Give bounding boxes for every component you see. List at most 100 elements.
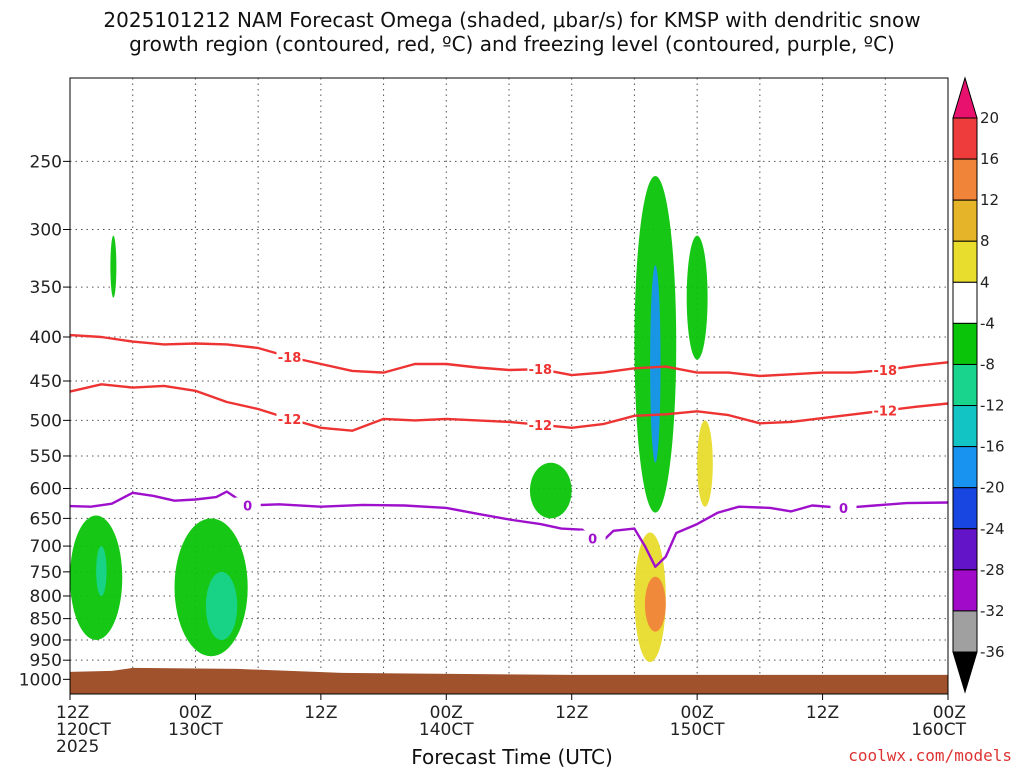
contour-label: 0	[588, 533, 597, 548]
y-tick-label: 300	[30, 220, 62, 240]
y-tick-label: 550	[30, 447, 62, 467]
x-tick-label: 130CT	[168, 720, 223, 740]
colorbar-tick-label: 4	[980, 273, 990, 291]
colorbar: 20 16 12 8 4 -4 -8 -12 -16 -20 -24 -28 -32 -36	[952, 76, 1005, 694]
contour-line	[69, 383, 949, 432]
colorbar-band	[952, 117, 978, 160]
x-tick-label: 00Z	[179, 703, 212, 723]
y-tick-label: 1000	[19, 670, 62, 690]
x-axis-label: Forecast Time (UTC)	[411, 745, 613, 769]
x-tick-label: 12Z	[555, 703, 588, 723]
colorbar-bottom-arrow	[952, 651, 978, 694]
colorbar-band	[952, 240, 978, 283]
y-tick-label: 750	[30, 563, 62, 583]
colorbar-band	[952, 158, 978, 201]
contour-label: -18	[278, 351, 302, 366]
colorbar-band	[952, 363, 978, 407]
colorbar-band	[952, 281, 978, 324]
contour-label-bg	[872, 402, 899, 418]
contour-label: -18	[529, 363, 553, 378]
contour-label: -12	[529, 419, 553, 434]
colorbar-tick-label: -4	[980, 314, 995, 332]
colorbar-band	[952, 610, 978, 653]
contour-label-bg	[579, 530, 606, 546]
contour-label-bg	[527, 416, 554, 432]
x-tick-label: 150CT	[670, 720, 725, 740]
colorbar-tick-label: -8	[980, 355, 995, 373]
x-tick-label: 12Z	[806, 703, 839, 723]
y-tick-label: 450	[30, 372, 62, 392]
contour-label-bg	[276, 348, 303, 364]
y-tick-label: 350	[30, 278, 62, 298]
y-tick-label: 800	[30, 587, 62, 607]
colorbar-top-arrow	[952, 76, 978, 119]
contour-label: -18	[874, 364, 898, 379]
omega-region	[644, 576, 666, 632]
omega-region	[96, 546, 107, 596]
colorbar-band	[952, 322, 978, 365]
colorbar-band	[952, 405, 978, 448]
omega-region	[70, 515, 123, 640]
colorbar-tick-label: 8	[980, 232, 990, 250]
contour-label-bg	[527, 361, 554, 377]
omega-region	[529, 462, 572, 519]
y-tick-label: 700	[30, 537, 62, 557]
colorbar-band	[952, 569, 978, 612]
omega-region	[110, 235, 117, 298]
chart-title-line2: growth region (contoured, red, ºC) and f…	[129, 32, 895, 56]
contour-label: 0	[243, 500, 252, 515]
x-tick-label: 140CT	[419, 720, 474, 740]
colorbar-band	[952, 528, 978, 571]
omega-region	[697, 420, 713, 507]
chart-title-line1: 2025101212 NAM Forecast Omega (shaded, μ…	[103, 8, 921, 32]
contour-line	[69, 490, 949, 568]
y-tick-label: 600	[30, 479, 62, 499]
x-tick-label: 00Z	[933, 703, 966, 723]
omega-region	[205, 571, 238, 640]
colorbar-tick-label: -12	[980, 397, 1005, 415]
colorbar-tick-label: -36	[980, 643, 1005, 661]
contour-label: -12	[278, 413, 302, 428]
credit-link[interactable]: coolwx.com/models	[848, 746, 1012, 765]
contour-label-bg	[872, 362, 899, 378]
contour-line	[69, 333, 949, 378]
colorbar-tick-label: 20	[980, 109, 999, 127]
y-tick-label: 900	[30, 631, 62, 651]
colorbar-tick-label: -16	[980, 438, 1005, 456]
y-tick-label: 500	[30, 411, 62, 431]
contours: -18 -18 -18 -12 -12 -12 0 0 0	[69, 333, 949, 568]
contour-label: -12	[874, 405, 898, 420]
y-tick-label: 850	[30, 610, 62, 630]
x-tick-label: 120CT	[56, 720, 111, 740]
plot-frame	[69, 77, 949, 695]
y-tick-label: 650	[30, 509, 62, 529]
contour-label-bg	[276, 410, 303, 426]
contour-label-bg	[234, 497, 261, 513]
terrain	[70, 667, 948, 694]
colorbar-tick-label: -24	[980, 520, 1005, 538]
contour-label-bg	[830, 499, 857, 515]
colorbar-tick-label: 16	[980, 150, 999, 168]
omega-shading	[70, 176, 713, 663]
x-tick-label: 2025	[56, 737, 99, 757]
colorbar-tick-label: -28	[980, 561, 1005, 579]
colorbar-tick-label: -20	[980, 479, 1005, 497]
colorbar-band	[952, 487, 978, 530]
ground-fill	[70, 667, 948, 694]
y-tick-label: 400	[30, 328, 62, 348]
x-tick-label: 12Z	[56, 703, 89, 723]
omega-region	[650, 265, 661, 463]
colorbar-tick-label: -32	[980, 602, 1005, 620]
y-tick-label: 250	[30, 152, 62, 172]
colorbar-band	[952, 446, 978, 489]
y-axis-ticks: 250 300 350 400 450 500 550 600 650 700 750 800 8509…	[19, 152, 70, 690]
x-tick-label: 00Z	[681, 703, 714, 723]
x-tick-label: 160CT	[911, 720, 966, 740]
colorbar-tick-label: 12	[980, 191, 999, 209]
x-tick-label: 12Z	[304, 703, 337, 723]
omega-region	[686, 235, 708, 360]
colorbar-band	[952, 199, 978, 242]
chart-title: 2025101212 NAM Forecast Omega (shaded, μ…	[0, 8, 1024, 56]
contour-label: 0	[839, 502, 848, 517]
